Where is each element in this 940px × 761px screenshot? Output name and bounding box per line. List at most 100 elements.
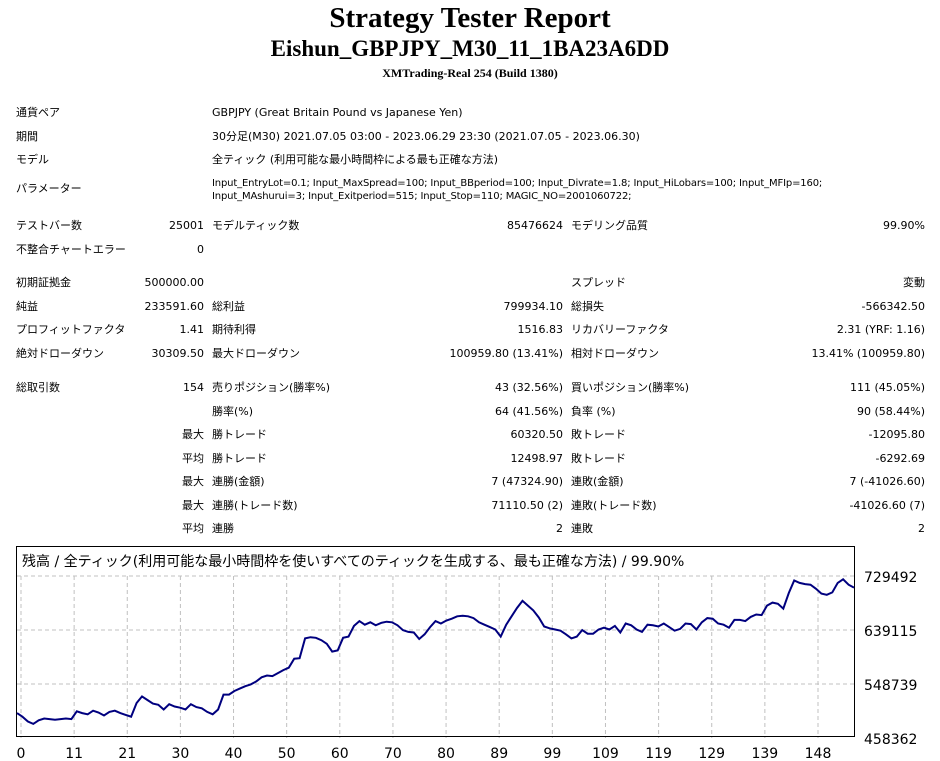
plot-frame [16, 546, 855, 737]
max-dd-value: 100959.80 (13.41%) [449, 347, 563, 360]
x-tick-label: 109 [592, 746, 619, 761]
largest-win-label: 勝トレード [212, 428, 267, 441]
y-tick-label: 458362 [864, 732, 917, 748]
x-tick-label: 11 [65, 746, 83, 761]
winrate-label: 勝率(%) [212, 405, 254, 418]
trades-value: 154 [183, 381, 204, 394]
symbol-label: 通貨ペア [16, 106, 60, 119]
consec-losses-amt-value: 7 (-41026.60) [849, 475, 925, 488]
gross-profit-value: 799934.10 [503, 300, 564, 313]
largest-loss-label: 敗トレード [571, 428, 626, 441]
y-tick-label: 548739 [864, 678, 917, 694]
short-label: 売りポジション(勝率%) [212, 381, 331, 394]
consec-wins-amt-label: 連勝(金額) [212, 475, 265, 488]
deposit-label: 初期証拠金 [16, 276, 71, 289]
avg-consec-losses-value: 2 [918, 522, 925, 535]
params-line1: Input_EntryLot=0.1; Input_MaxSpread=100;… [212, 178, 823, 189]
errors-label: 不整合チャートエラー [16, 243, 126, 256]
avg-loss-label: 敗トレード [571, 452, 626, 465]
x-axis-ticks: 0 11 21 30 40 50 60 70 80 89 99 109 119 129 139 148 [17, 746, 832, 761]
expected-value: 1516.83 [517, 323, 564, 336]
avg-label-1: 平均 [182, 452, 204, 465]
x-tick-label: 21 [118, 746, 136, 761]
ticks-value: 85476624 [507, 219, 563, 232]
max-label-1: 最大 [182, 428, 204, 441]
x-tick-label: 30 [171, 746, 189, 761]
report-title: Strategy Tester Report [329, 2, 611, 34]
x-tick-label: 80 [437, 746, 455, 761]
rel-dd-label: 相対ドローダウン [571, 347, 659, 360]
period-value: 30分足(M30) 2021.07.05 03:00 - 2023.06.29 … [212, 130, 640, 143]
quality-value: 99.90% [883, 219, 925, 232]
largest-loss-value: -12095.80 [868, 428, 925, 441]
deposit-value: 500000.00 [144, 276, 205, 289]
x-tick-label: 70 [384, 746, 402, 761]
avg-consec-wins-value: 2 [556, 522, 563, 535]
trades-label: 総取引数 [16, 381, 60, 394]
avg-win-label: 勝トレード [212, 452, 267, 465]
y-axis-ticks: 729492 639115 548739 458362 [864, 570, 917, 748]
quality-label: モデリング品質 [571, 219, 648, 232]
net-label: 純益 [16, 300, 38, 313]
report-subtitle: Eishun_GBPJPY_M30_11_1BA23A6DD [270, 36, 670, 61]
x-tick-label: 148 [805, 746, 832, 761]
abs-dd-label: 絶対ドローダウン [16, 347, 104, 360]
gross-profit-label: 総利益 [212, 300, 245, 313]
report-server: XMTrading-Real 254 (Build 1380) [382, 66, 558, 80]
avg-win-value: 12498.97 [510, 452, 564, 465]
max-label-3: 最大 [182, 499, 204, 512]
x-tick-label: 99 [543, 746, 561, 761]
period-label: 期間 [16, 130, 38, 143]
model-value: 全ティック (利用可能な最小時間枠による最も正確な方法) [212, 153, 499, 166]
x-tick-label: 50 [278, 746, 296, 761]
consec-losses-amt-label: 連敗(金額) [571, 475, 624, 488]
spread-label: スプレッド [571, 276, 626, 289]
bars-value: 25001 [169, 219, 204, 232]
balance-chart: 残高 / 全ティック(利用可能な最小時間枠を使いすべてのティックを生成する、最も… [16, 546, 917, 761]
short-value: 43 (32.56%) [494, 381, 563, 394]
max-label-2: 最大 [182, 475, 204, 488]
ticks-label: モデルティック数 [212, 219, 300, 232]
params-label: パラメーター [16, 182, 82, 195]
long-label: 買いポジション(勝率%) [571, 381, 690, 394]
x-tick-label: 60 [331, 746, 349, 761]
avg-consec-losses-label: 連敗 [571, 522, 593, 535]
errors-value: 0 [197, 243, 204, 256]
winrate-value: 64 (41.56%) [494, 405, 563, 418]
max-dd-label: 最大ドローダウン [212, 347, 300, 360]
lossrate-value: 90 (58.44%) [856, 405, 925, 418]
avg-loss-value: -6292.69 [875, 452, 925, 465]
long-value: 111 (45.05%) [849, 381, 925, 394]
report-table: 通貨ペア GBPJPY (Great Britain Pound vs Japa… [16, 106, 925, 535]
avg-consec-wins-label: 連勝 [212, 522, 234, 535]
consec-losses-trd-label: 連敗(トレード数) [571, 499, 657, 512]
symbol-value: GBPJPY (Great Britain Pound vs Japanese … [212, 106, 463, 119]
chart-grid [17, 575, 854, 738]
largest-win-value: 60320.50 [510, 428, 564, 441]
consec-losses-trd-value: -41026.60 (7) [849, 499, 925, 512]
gross-loss-value: -566342.50 [861, 300, 925, 313]
x-tick-label: 0 [17, 746, 26, 761]
gross-loss-label: 総損失 [571, 300, 604, 313]
consec-wins-trd-value: 71110.50 (2) [491, 499, 563, 512]
x-tick-label: 129 [698, 746, 725, 761]
y-tick-label: 729492 [864, 570, 917, 586]
model-label: モデル [16, 153, 49, 166]
avg-label-2: 平均 [182, 522, 204, 535]
lossrate-label: 負率 (%) [571, 405, 616, 418]
expected-label: 期待利得 [212, 323, 256, 336]
params-line2: Input_MAshurui=3; Input_Exitperiod=515; … [212, 191, 632, 202]
balance-series-line [16, 578, 855, 726]
x-tick-label: 119 [645, 746, 672, 761]
bars-label: テストバー数 [16, 219, 82, 232]
recovery-value: 2.31 (YRF: 1.16) [836, 323, 925, 336]
y-tick-label: 639115 [864, 624, 917, 640]
abs-dd-value: 30309.50 [151, 347, 205, 360]
x-tick-label: 139 [751, 746, 778, 761]
consec-wins-amt-value: 7 (47324.90) [491, 475, 563, 488]
recovery-label: リカバリーファクタ [571, 323, 669, 336]
spread-value: 変動 [903, 276, 925, 289]
x-tick-label: 89 [490, 746, 508, 761]
consec-wins-trd-label: 連勝(トレード数) [212, 499, 298, 512]
x-tick-label: 40 [225, 746, 243, 761]
